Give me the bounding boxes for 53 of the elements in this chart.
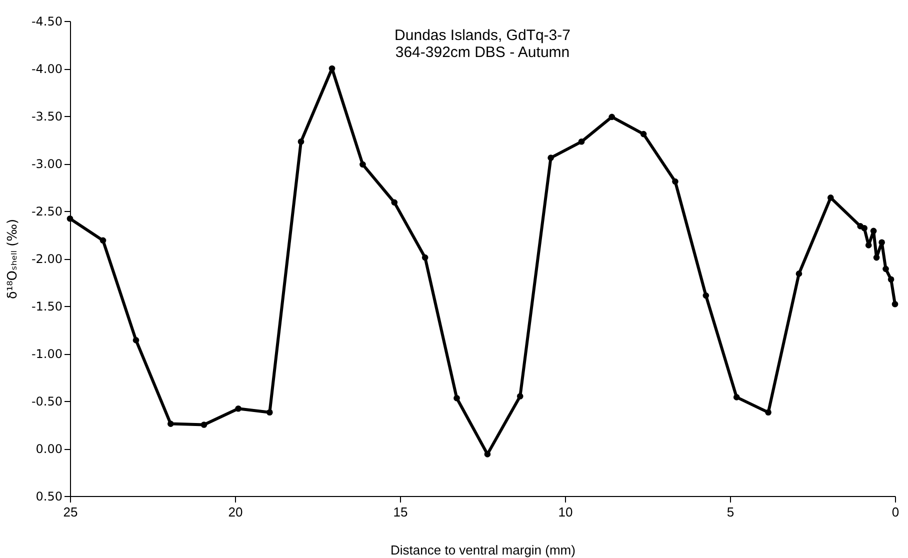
point (796, 270, 802, 277)
x-tick-label: 0 (892, 504, 900, 520)
point (608, 114, 616, 120)
x-tick-label: 10 (558, 504, 573, 520)
point (422, 254, 428, 261)
x-tick-label: 15 (393, 504, 408, 520)
point (702, 292, 710, 299)
y-tick-label: -1.00 (31, 347, 62, 361)
y-tick-label: -3.50 (31, 110, 62, 124)
point (328, 65, 336, 72)
point (235, 405, 242, 412)
point (200, 422, 208, 428)
y-tick-label: -4.00 (31, 62, 62, 76)
y-tick-label: -0.50 (31, 394, 62, 408)
point (548, 154, 554, 161)
x-tick-label: 25 (63, 504, 78, 520)
point (892, 300, 898, 308)
x-axis-title: Distance to ventral margin (mm) (390, 542, 576, 558)
y-axis-title: δ¹⁸Oₛₕₑₗₗ (‰) (5, 218, 20, 300)
y-tick-label: -2.00 (31, 252, 62, 266)
point (878, 239, 885, 246)
point (266, 409, 273, 416)
point (100, 237, 106, 244)
point (861, 224, 868, 232)
point (733, 394, 740, 400)
text: 364-392cm DBS - Autumn (395, 44, 570, 61)
y-tick-label: -2.50 (31, 204, 62, 218)
point (882, 266, 889, 272)
point (888, 276, 894, 283)
point (391, 199, 398, 206)
point (865, 242, 872, 248)
y-tick-label: 0.00 (36, 442, 62, 456)
point (765, 409, 772, 416)
point (578, 138, 585, 145)
point (827, 194, 834, 201)
y-tick-label: -3.00 (31, 157, 62, 171)
x-tick-label: 20 (228, 504, 243, 520)
y-tick-label: 0.50 (36, 490, 62, 504)
point (516, 393, 524, 400)
y-tick-label: -4.50 (31, 14, 62, 28)
point (298, 138, 304, 145)
point (360, 161, 366, 168)
text: Dundas Islands, GdTq-3-7 (394, 27, 570, 44)
point (66, 215, 74, 222)
point (873, 254, 880, 261)
y-tick-label: -1.50 (31, 300, 62, 314)
point (167, 420, 174, 427)
point (640, 130, 647, 138)
point (132, 337, 140, 344)
point (672, 178, 678, 185)
point (870, 228, 877, 234)
x-tick-label: 5 (726, 504, 734, 520)
point (454, 394, 460, 402)
